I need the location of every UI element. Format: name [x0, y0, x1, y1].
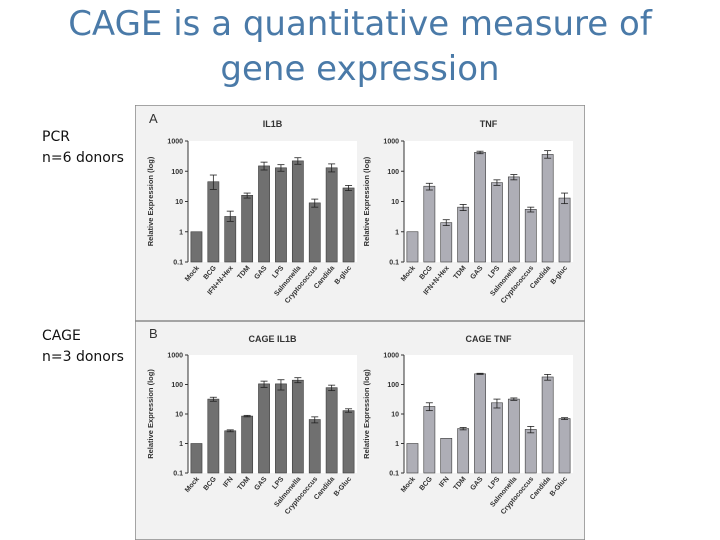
- bar-lps: [275, 167, 287, 263]
- bar-mock: [190, 443, 203, 474]
- bar-b-gluc: [342, 410, 355, 474]
- bar-gas: [474, 373, 486, 474]
- y-tick-label: 1: [179, 441, 183, 448]
- bar-mock: [406, 231, 419, 263]
- bar-salmonella: [507, 176, 520, 263]
- slide-title-line1: CAGE is a quantitative measure of: [68, 4, 652, 44]
- side-label-cage-line2: n=3 donors: [42, 349, 124, 365]
- bar-ifn-n-hex: [224, 216, 237, 263]
- bar-mock: [190, 231, 203, 263]
- y-tick-label: 10: [175, 412, 183, 419]
- y-tick-label: 1000: [383, 353, 399, 360]
- bar-bcg: [423, 185, 436, 263]
- y-axis-label: Relative Expression (log): [362, 369, 371, 459]
- bar-ifn-n-hex: [440, 222, 453, 263]
- y-tick-label: 10: [175, 199, 183, 206]
- bar-salmonella: [507, 398, 520, 474]
- bar-candida: [541, 154, 554, 263]
- bar-tdm: [241, 415, 254, 474]
- bar-candida: [325, 387, 338, 474]
- bar-bcg: [423, 406, 436, 474]
- chart-title: CAGE TNF: [466, 334, 513, 344]
- bar-salmonella: [291, 160, 304, 263]
- bar-mock: [406, 443, 419, 474]
- bar-tdm: [241, 195, 254, 263]
- bar-tdm: [457, 428, 470, 474]
- bar-tdm: [457, 206, 470, 263]
- bar-lps: [275, 383, 287, 474]
- figure: A B IL1B 1000 100 10 1 0.1 Relative Expression…: [135, 105, 585, 540]
- bar-gas: [258, 165, 270, 263]
- y-tick-label: 10: [391, 412, 399, 419]
- bar-ifn: [440, 438, 453, 474]
- y-tick-label: 1: [179, 229, 183, 236]
- y-tick-label: 100: [387, 169, 399, 176]
- y-tick-label: 0.1: [173, 260, 183, 267]
- bar-cryptococcus: [308, 202, 321, 263]
- y-tick-label: 1000: [167, 353, 183, 360]
- bar-lps: [491, 402, 503, 474]
- bar-gas: [474, 152, 486, 263]
- bar-cryptococcus: [524, 429, 537, 474]
- side-label-cage-line1: CAGE: [42, 328, 81, 344]
- y-tick-label: 0.1: [173, 471, 183, 478]
- panel-letter-b: B: [149, 326, 158, 341]
- y-axis-label: Relative Expression (log): [146, 156, 155, 246]
- y-tick-label: 1000: [167, 139, 183, 146]
- bar-salmonella: [291, 379, 304, 474]
- chart-3: CAGE TNF 1000 100 10 1 0.1 Relative Expression…: [362, 334, 573, 516]
- y-tick-label: 1: [395, 229, 399, 236]
- bar-cryptococcus: [524, 209, 537, 263]
- chart-title: IL1B: [263, 119, 283, 129]
- slide-title: CAGE is a quantitative measure of gene e…: [40, 2, 680, 92]
- bar-bcg: [207, 181, 220, 263]
- bar-gas: [258, 383, 270, 474]
- chart-title: TNF: [480, 119, 498, 129]
- side-label-pcr: PCR n=6 donors: [42, 127, 124, 169]
- y-tick-label: 1: [395, 441, 399, 448]
- bar-cryptococcus: [308, 419, 321, 474]
- y-tick-label: 100: [171, 169, 183, 176]
- slide-title-line2: gene expression: [220, 49, 500, 89]
- y-tick-label: 100: [171, 382, 183, 389]
- y-tick-label: 0.1: [389, 260, 399, 267]
- y-tick-label: 0.1: [389, 471, 399, 478]
- y-tick-label: 100: [387, 382, 399, 389]
- bar-bcg: [207, 398, 220, 474]
- side-label-pcr-line2: n=6 donors: [42, 150, 124, 166]
- bar-ifn: [224, 430, 237, 474]
- chart-title: CAGE IL1B: [248, 334, 297, 344]
- y-axis-label: Relative Expression (log): [362, 156, 371, 246]
- side-label-pcr-line1: PCR: [42, 129, 70, 145]
- bar-candida: [325, 167, 338, 263]
- bar-candida: [541, 376, 554, 474]
- bar-lps: [491, 182, 503, 263]
- y-tick-label: 1000: [383, 139, 399, 146]
- bar-b-gluc: [558, 197, 571, 263]
- side-label-cage: CAGE n=3 donors: [42, 326, 124, 368]
- y-tick-label: 10: [391, 199, 399, 206]
- bar-b-gluc: [342, 187, 355, 263]
- bar-b-gluc: [558, 418, 571, 474]
- panel-letter-a: A: [149, 111, 158, 126]
- y-axis-label: Relative Expression (log): [146, 369, 155, 459]
